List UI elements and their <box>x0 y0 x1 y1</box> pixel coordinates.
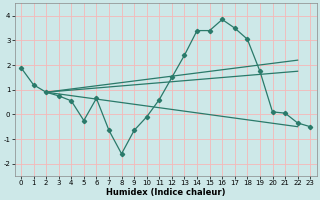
X-axis label: Humidex (Indice chaleur): Humidex (Indice chaleur) <box>106 188 225 197</box>
